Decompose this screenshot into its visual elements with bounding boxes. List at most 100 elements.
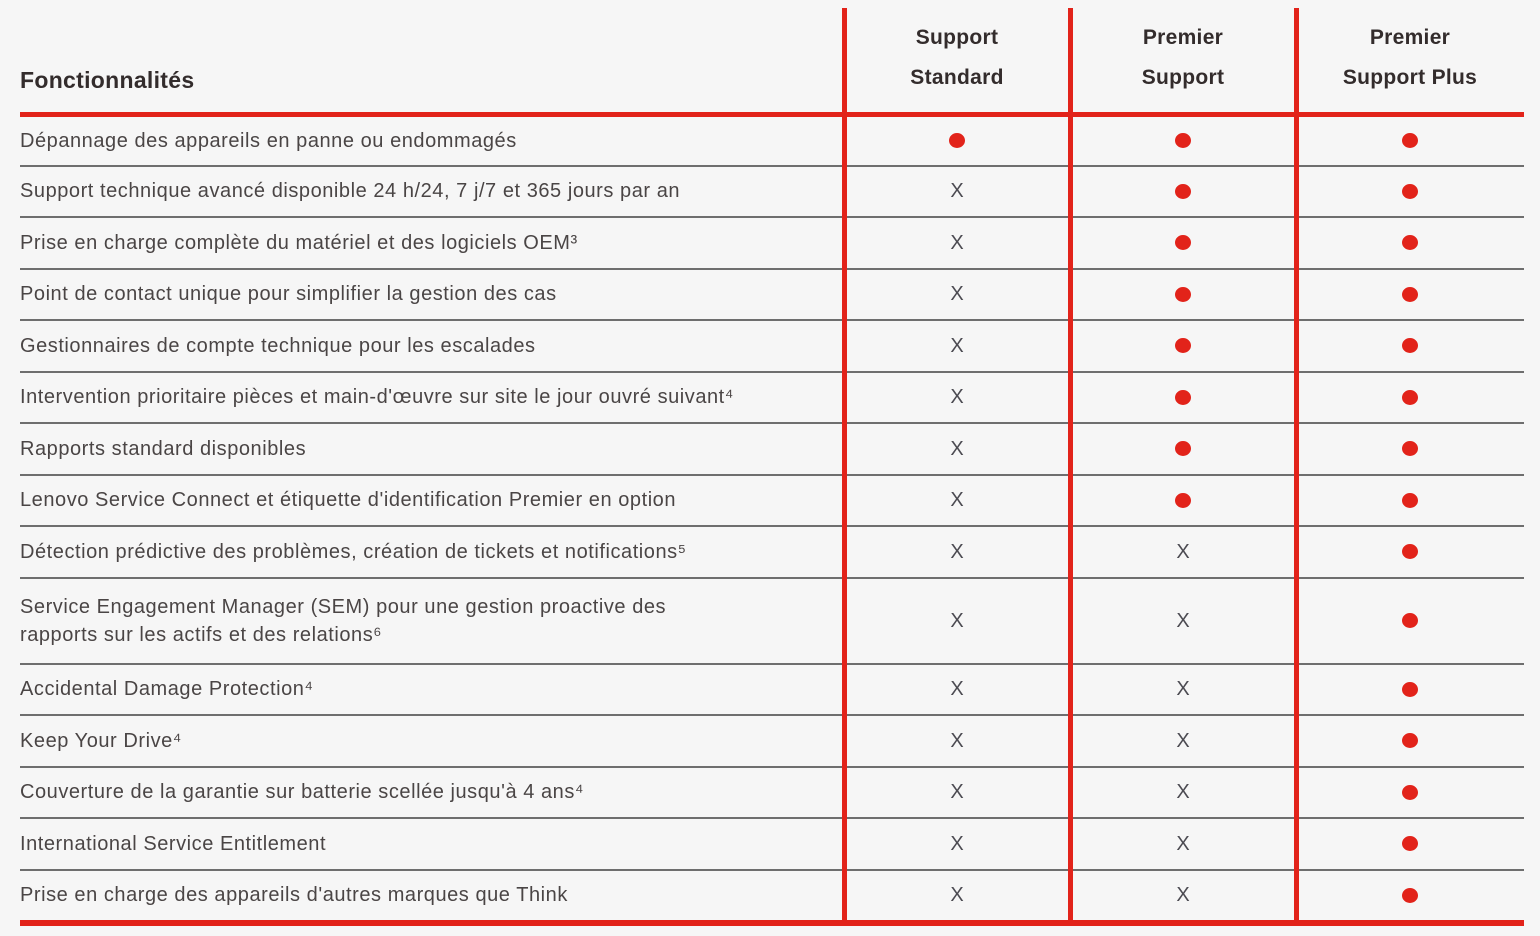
feature-label: Accidental Damage Protection⁴ (20, 678, 314, 701)
availability-cell-premier-support-plus (1296, 665, 1524, 715)
included-dot-icon (949, 133, 965, 149)
availability-cell-premier-support (1070, 270, 1296, 320)
included-dot-icon (1175, 492, 1191, 508)
included-dot-icon (1402, 133, 1418, 149)
included-dot-icon (1402, 389, 1418, 405)
availability-cell-premier-support (1070, 321, 1296, 371)
availability-cell-support-standard: X (844, 270, 1070, 320)
feature-label: Couverture de la garantie sur batterie s… (20, 781, 585, 804)
included-dot-icon (1175, 286, 1191, 302)
table-row: Support technique avancé disponible 24 h… (20, 164, 1524, 217)
excluded-x-mark: X (1176, 832, 1190, 855)
included-dot-icon (1402, 183, 1418, 199)
excluded-x-mark: X (950, 283, 964, 306)
excluded-x-mark: X (1176, 609, 1190, 632)
excluded-x-mark: X (950, 540, 964, 563)
included-dot-icon (1175, 389, 1191, 405)
included-dot-icon (1402, 836, 1418, 852)
availability-cell-premier-support (1070, 167, 1296, 217)
availability-cell-premier-support (1070, 476, 1296, 526)
availability-cell-premier-support-plus (1296, 527, 1524, 577)
feature-label: Support technique avancé disponible 24 h… (20, 180, 681, 203)
availability-cell-support-standard: X (844, 424, 1070, 474)
availability-cell-premier-support-plus (1296, 117, 1524, 165)
availability-cell-support-standard: X (844, 167, 1070, 217)
table-row: Gestionnaires de compte technique pour l… (20, 319, 1524, 371)
excluded-x-mark: X (950, 884, 964, 907)
availability-cell-premier-support-plus (1296, 270, 1524, 320)
table-row: International Service Entitlement X X (20, 817, 1524, 869)
table-row: Prise en charge des appareils d'autres m… (20, 868, 1524, 921)
column-divider-line (842, 8, 847, 926)
availability-cell-premier-support: X (1070, 871, 1296, 921)
column-header-premier-support: Premier Support (1141, 26, 1225, 89)
excluded-x-mark: X (1176, 781, 1190, 804)
availability-cell-premier-support (1070, 117, 1296, 165)
availability-cell-support-standard: X (844, 321, 1070, 371)
availability-cell-premier-support-plus (1296, 716, 1524, 766)
included-dot-icon (1402, 338, 1418, 354)
availability-cell-premier-support-plus (1296, 871, 1524, 921)
feature-label: Intervention prioritaire pièces et main-… (20, 386, 734, 409)
excluded-x-mark: X (1176, 540, 1190, 563)
included-dot-icon (1175, 183, 1191, 199)
availability-cell-premier-support (1070, 373, 1296, 423)
table-body: Dépannage des appareils en panne ou endo… (20, 117, 1524, 920)
availability-cell-premier-support: X (1070, 819, 1296, 869)
availability-cell-support-standard: X (844, 716, 1070, 766)
included-dot-icon (1402, 681, 1418, 697)
included-dot-icon (1402, 544, 1418, 560)
availability-cell-support-standard (844, 117, 1070, 165)
excluded-x-mark: X (950, 180, 964, 203)
availability-cell-premier-support: X (1070, 768, 1296, 818)
excluded-x-mark: X (950, 386, 964, 409)
table-row: Accidental Damage Protection⁴ X X (20, 662, 1524, 715)
table-row: Point de contact unique pour simplifier … (20, 267, 1524, 320)
excluded-x-mark: X (1176, 884, 1190, 907)
excluded-x-mark: X (950, 437, 964, 460)
availability-cell-premier-support: X (1070, 527, 1296, 577)
support-comparison-table: Fonctionnalités Support Standard Premier… (20, 0, 1524, 926)
feature-label: Point de contact unique pour simplifier … (20, 283, 557, 306)
availability-cell-premier-support-plus (1296, 321, 1524, 371)
table-row: Rapports standard disponibles X (20, 422, 1524, 474)
column-header-support-standard: Support Standard (910, 26, 1004, 89)
included-dot-icon (1175, 133, 1191, 149)
included-dot-icon (1402, 887, 1418, 903)
availability-cell-premier-support: X (1070, 579, 1296, 663)
availability-cell-premier-support (1070, 218, 1296, 268)
features-column-header: Fonctionnalités (20, 67, 195, 93)
included-dot-icon (1175, 441, 1191, 457)
feature-label: International Service Entitlement (20, 832, 327, 855)
included-dot-icon (1175, 235, 1191, 251)
feature-label: Service Engagement Manager (SEM) pour un… (20, 595, 667, 646)
availability-cell-premier-support: X (1070, 716, 1296, 766)
excluded-x-mark: X (1176, 729, 1190, 752)
feature-label: Lenovo Service Connect et étiquette d'id… (20, 489, 677, 512)
availability-cell-support-standard: X (844, 665, 1070, 715)
availability-cell-support-standard: X (844, 527, 1070, 577)
included-dot-icon (1402, 784, 1418, 800)
table-row: Lenovo Service Connect et étiquette d'id… (20, 473, 1524, 526)
availability-cell-premier-support-plus (1296, 424, 1524, 474)
table-row: Keep Your Drive⁴ X X (20, 714, 1524, 766)
included-dot-icon (1402, 441, 1418, 457)
availability-cell-premier-support-plus (1296, 768, 1524, 818)
column-divider-line (1068, 8, 1073, 926)
feature-label: Dépannage des appareils en panne ou endo… (20, 129, 517, 152)
availability-cell-premier-support-plus (1296, 476, 1524, 526)
availability-cell-support-standard: X (844, 476, 1070, 526)
feature-label: Rapports standard disponibles (20, 437, 307, 460)
excluded-x-mark: X (950, 832, 964, 855)
included-dot-icon (1402, 286, 1418, 302)
table-row: Intervention prioritaire pièces et main-… (20, 370, 1524, 423)
included-dot-icon (1402, 492, 1418, 508)
excluded-x-mark: X (950, 231, 964, 254)
availability-cell-premier-support-plus (1296, 819, 1524, 869)
table-row: Couverture de la garantie sur batterie s… (20, 765, 1524, 818)
availability-cell-premier-support (1070, 424, 1296, 474)
availability-cell-premier-support-plus (1296, 579, 1524, 663)
availability-cell-support-standard: X (844, 218, 1070, 268)
excluded-x-mark: X (950, 334, 964, 357)
availability-cell-premier-support-plus (1296, 218, 1524, 268)
